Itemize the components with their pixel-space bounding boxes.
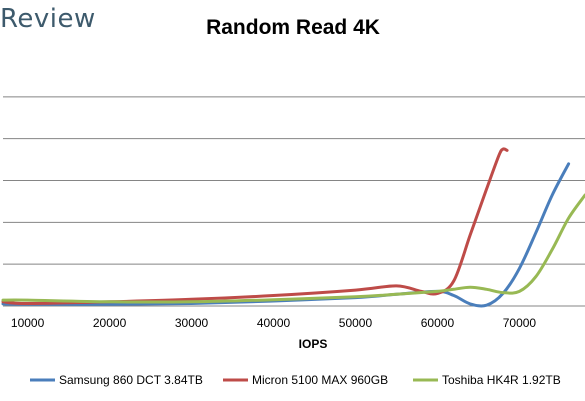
x-tick-label: 70000 [503,316,537,330]
x-tick-label: 20000 [93,316,127,330]
chart-title: Random Read 4K [206,16,380,39]
x-tick-label: 30000 [175,316,209,330]
gridlines [3,96,585,307]
series-line-2 [1,147,509,305]
brand-logo-text: Review [0,4,96,34]
x-tick-label: 50000 [339,316,373,330]
legend: Samsung 860 DCT 3.84TB Micron 5100 MAX 96… [30,373,561,387]
legend-label-2: Micron 5100 MAX 960GB [252,373,388,387]
legend-label-1: Samsung 860 DCT 3.84TB [59,373,203,387]
x-axis-label: IOPS [299,337,328,351]
series-line-1 [1,162,571,308]
x-axis-ticks: 10000 20000 30000 40000 50000 60000 70000 [11,316,537,330]
legend-label-3: Toshiba HK4R 1.92TB [442,373,561,387]
series-line-3 [1,193,585,304]
series-lines [1,147,585,308]
x-tick-label: 40000 [257,316,291,330]
x-tick-label: 10000 [11,316,45,330]
x-tick-label: 60000 [421,316,455,330]
